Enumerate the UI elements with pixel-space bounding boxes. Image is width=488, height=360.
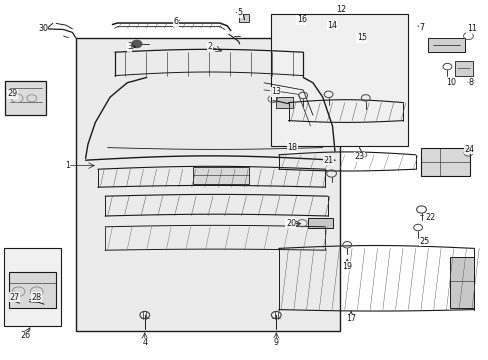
Bar xyxy=(271,14,407,146)
Text: 2: 2 xyxy=(207,42,212,51)
Text: 7: 7 xyxy=(418,22,423,31)
Text: 23: 23 xyxy=(354,152,364,161)
Text: 13: 13 xyxy=(270,87,280,96)
Text: 17: 17 xyxy=(346,314,355,323)
Circle shape xyxy=(132,40,142,48)
Bar xyxy=(193,167,249,184)
Bar xyxy=(238,14,249,22)
Text: 6: 6 xyxy=(173,17,178,26)
Bar xyxy=(76,38,339,331)
Text: 16: 16 xyxy=(296,15,306,24)
Bar xyxy=(9,272,56,308)
Text: 3: 3 xyxy=(127,42,132,51)
Text: 27: 27 xyxy=(10,292,20,302)
Text: 14: 14 xyxy=(327,21,337,30)
Text: 8: 8 xyxy=(468,78,472,87)
Text: 12: 12 xyxy=(336,4,346,13)
Text: 18: 18 xyxy=(287,143,297,152)
Text: 20: 20 xyxy=(285,219,295,228)
Text: 21: 21 xyxy=(323,156,333,165)
Text: 5: 5 xyxy=(237,8,242,17)
Text: 4: 4 xyxy=(142,338,147,347)
Bar xyxy=(454,61,472,76)
Text: 28: 28 xyxy=(32,292,41,302)
Text: 24: 24 xyxy=(464,145,473,154)
Bar xyxy=(276,97,293,108)
Text: 19: 19 xyxy=(342,262,351,271)
Bar xyxy=(5,81,46,115)
Text: 29: 29 xyxy=(7,89,17,98)
Text: 9: 9 xyxy=(273,338,278,347)
Bar xyxy=(420,148,469,176)
Bar xyxy=(307,218,332,228)
Text: 1: 1 xyxy=(65,161,70,170)
Text: 30: 30 xyxy=(38,24,48,33)
Text: 15: 15 xyxy=(356,33,366,42)
Text: 26: 26 xyxy=(20,331,30,340)
Text: 10: 10 xyxy=(446,78,455,87)
Text: 25: 25 xyxy=(419,237,428,246)
Text: 11: 11 xyxy=(466,24,476,33)
Bar xyxy=(427,38,464,52)
Text: 22: 22 xyxy=(425,213,434,222)
Bar xyxy=(449,257,473,308)
Bar xyxy=(4,248,61,326)
